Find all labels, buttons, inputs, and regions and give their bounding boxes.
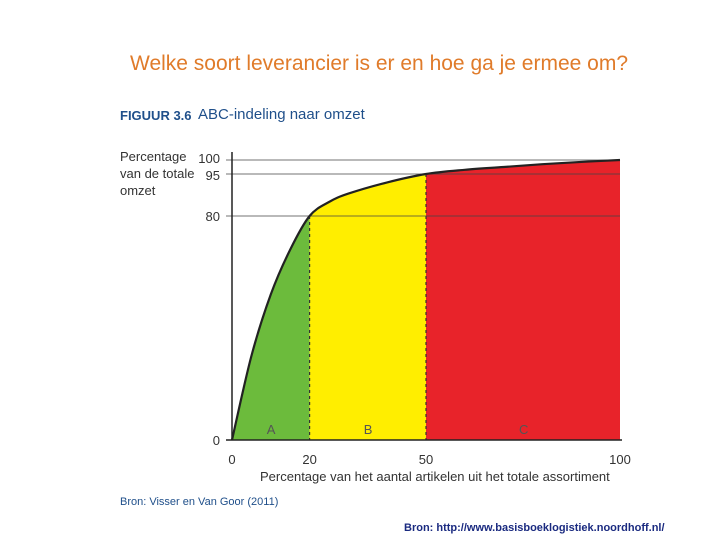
x-tick-label: 100 xyxy=(609,452,631,467)
y-axis-label: Percentage van de totale omzet xyxy=(120,149,195,198)
y-tick-label: 95 xyxy=(206,168,220,183)
slide-title: Welke soort leverancier is er en hoe ga … xyxy=(130,52,629,75)
zones-layer xyxy=(232,160,620,440)
x-axis-label: Percentage van het aantal artikelen uit … xyxy=(260,469,610,484)
zone-label-a: A xyxy=(267,422,276,437)
zone-b xyxy=(309,174,426,440)
figure-title: ABC-indeling naar omzet xyxy=(198,106,365,123)
axes xyxy=(226,152,622,441)
x-tick-label: 0 xyxy=(228,452,235,467)
slide-source: Bron: http://www.basisboeklogistiek.noor… xyxy=(404,522,665,534)
zone-c xyxy=(426,160,620,440)
cumulative-curve xyxy=(230,158,621,441)
x-tick-label: 20 xyxy=(302,452,316,467)
curve-layer xyxy=(230,158,621,441)
figure-source: Bron: Visser en Van Goor (2011) xyxy=(120,496,279,508)
x-ticks: 0 20 50 100 xyxy=(228,452,630,467)
figure-label: FIGUUR 3.6 xyxy=(120,108,192,123)
zone-label-c: C xyxy=(519,422,528,437)
y-tick-label: 80 xyxy=(206,209,220,224)
zone-a xyxy=(232,216,310,440)
y-tick-label: 100 xyxy=(198,151,220,166)
y-tick-label: 0 xyxy=(213,433,220,448)
y-ticks: 0 80 95 100 xyxy=(198,151,220,448)
x-tick-label: 50 xyxy=(419,452,433,467)
zone-labels: A B C xyxy=(267,422,529,437)
zone-label-b: B xyxy=(364,422,373,437)
